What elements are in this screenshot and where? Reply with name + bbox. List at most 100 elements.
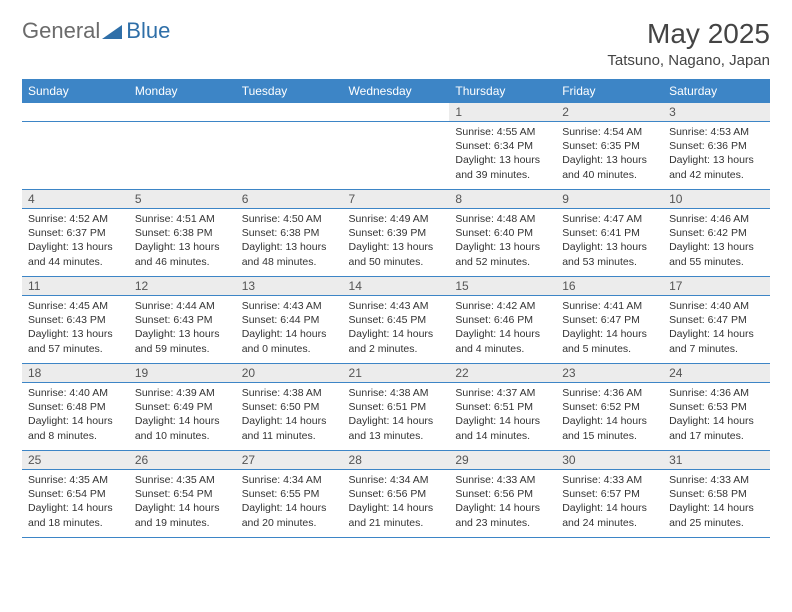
sunrise-text: Sunrise: 4:50 AM	[242, 212, 337, 226]
sunset-text: Sunset: 6:47 PM	[562, 313, 657, 327]
day-number-cell: 22	[449, 364, 556, 383]
day-number-cell: 20	[236, 364, 343, 383]
day-content: Sunrise: 4:49 AMSunset: 6:39 PMDaylight:…	[343, 209, 450, 273]
daylight-text: Daylight: 13 hours and 48 minutes.	[242, 240, 337, 268]
sunset-text: Sunset: 6:45 PM	[349, 313, 444, 327]
day-number	[22, 103, 129, 121]
weekday-header: Tuesday	[236, 79, 343, 103]
day-number: 21	[343, 364, 450, 382]
day-number: 2	[556, 103, 663, 121]
logo-text-2: Blue	[126, 18, 170, 44]
sunset-text: Sunset: 6:56 PM	[349, 487, 444, 501]
daylight-text: Daylight: 14 hours and 21 minutes.	[349, 501, 444, 529]
logo-triangle-icon	[102, 23, 124, 41]
day-cell: Sunrise: 4:38 AMSunset: 6:50 PMDaylight:…	[236, 383, 343, 451]
weekday-header: Monday	[129, 79, 236, 103]
weekday-header: Thursday	[449, 79, 556, 103]
sunrise-text: Sunrise: 4:47 AM	[562, 212, 657, 226]
sunrise-text: Sunrise: 4:35 AM	[135, 473, 230, 487]
day-cell: Sunrise: 4:47 AMSunset: 6:41 PMDaylight:…	[556, 209, 663, 277]
daylight-text: Daylight: 13 hours and 39 minutes.	[455, 153, 550, 181]
day-number-cell: 26	[129, 451, 236, 470]
daylight-text: Daylight: 13 hours and 53 minutes.	[562, 240, 657, 268]
daylight-text: Daylight: 14 hours and 17 minutes.	[669, 414, 764, 442]
sunrise-text: Sunrise: 4:34 AM	[242, 473, 337, 487]
day-content: Sunrise: 4:44 AMSunset: 6:43 PMDaylight:…	[129, 296, 236, 360]
day-number-cell: 18	[22, 364, 129, 383]
day-number-cell: 8	[449, 190, 556, 209]
weekday-header: Sunday	[22, 79, 129, 103]
day-content: Sunrise: 4:47 AMSunset: 6:41 PMDaylight:…	[556, 209, 663, 273]
day-number-row: 45678910	[22, 190, 770, 209]
day-number-cell: 27	[236, 451, 343, 470]
sunset-text: Sunset: 6:54 PM	[135, 487, 230, 501]
sunrise-text: Sunrise: 4:49 AM	[349, 212, 444, 226]
day-cell: Sunrise: 4:49 AMSunset: 6:39 PMDaylight:…	[343, 209, 450, 277]
daylight-text: Daylight: 13 hours and 50 minutes.	[349, 240, 444, 268]
day-number: 13	[236, 277, 343, 295]
sunrise-text: Sunrise: 4:43 AM	[242, 299, 337, 313]
day-number-cell	[22, 103, 129, 122]
day-number-cell: 11	[22, 277, 129, 296]
day-cell: Sunrise: 4:55 AMSunset: 6:34 PMDaylight:…	[449, 122, 556, 190]
day-content: Sunrise: 4:46 AMSunset: 6:42 PMDaylight:…	[663, 209, 770, 273]
day-number: 26	[129, 451, 236, 469]
day-content: Sunrise: 4:43 AMSunset: 6:44 PMDaylight:…	[236, 296, 343, 360]
day-number-row: 18192021222324	[22, 364, 770, 383]
daylight-text: Daylight: 13 hours and 59 minutes.	[135, 327, 230, 355]
sunset-text: Sunset: 6:34 PM	[455, 139, 550, 153]
daylight-text: Daylight: 13 hours and 40 minutes.	[562, 153, 657, 181]
sunrise-text: Sunrise: 4:42 AM	[455, 299, 550, 313]
daylight-text: Daylight: 14 hours and 4 minutes.	[455, 327, 550, 355]
day-number-cell: 31	[663, 451, 770, 470]
day-number-row: 123	[22, 103, 770, 122]
sunset-text: Sunset: 6:39 PM	[349, 226, 444, 240]
day-cell: Sunrise: 4:36 AMSunset: 6:52 PMDaylight:…	[556, 383, 663, 451]
sunrise-text: Sunrise: 4:38 AM	[349, 386, 444, 400]
sunset-text: Sunset: 6:55 PM	[242, 487, 337, 501]
day-cell: Sunrise: 4:45 AMSunset: 6:43 PMDaylight:…	[22, 296, 129, 364]
day-content: Sunrise: 4:37 AMSunset: 6:51 PMDaylight:…	[449, 383, 556, 447]
day-number	[129, 103, 236, 121]
day-number: 18	[22, 364, 129, 382]
day-cell	[22, 122, 129, 190]
day-cell: Sunrise: 4:41 AMSunset: 6:47 PMDaylight:…	[556, 296, 663, 364]
logo: General Blue	[22, 18, 170, 44]
sunrise-text: Sunrise: 4:51 AM	[135, 212, 230, 226]
day-content: Sunrise: 4:34 AMSunset: 6:56 PMDaylight:…	[343, 470, 450, 534]
daylight-text: Daylight: 13 hours and 57 minutes.	[28, 327, 123, 355]
day-number: 15	[449, 277, 556, 295]
day-content: Sunrise: 4:38 AMSunset: 6:50 PMDaylight:…	[236, 383, 343, 447]
sunrise-text: Sunrise: 4:48 AM	[455, 212, 550, 226]
day-number-cell: 17	[663, 277, 770, 296]
day-number: 8	[449, 190, 556, 208]
day-number: 29	[449, 451, 556, 469]
sunset-text: Sunset: 6:50 PM	[242, 400, 337, 414]
sunset-text: Sunset: 6:47 PM	[669, 313, 764, 327]
day-number: 19	[129, 364, 236, 382]
day-number: 24	[663, 364, 770, 382]
day-cell	[236, 122, 343, 190]
day-cell: Sunrise: 4:33 AMSunset: 6:56 PMDaylight:…	[449, 470, 556, 538]
daylight-text: Daylight: 13 hours and 46 minutes.	[135, 240, 230, 268]
day-content: Sunrise: 4:34 AMSunset: 6:55 PMDaylight:…	[236, 470, 343, 534]
sunset-text: Sunset: 6:54 PM	[28, 487, 123, 501]
day-number-cell: 10	[663, 190, 770, 209]
day-content-row: Sunrise: 4:45 AMSunset: 6:43 PMDaylight:…	[22, 296, 770, 364]
day-cell: Sunrise: 4:35 AMSunset: 6:54 PMDaylight:…	[129, 470, 236, 538]
day-number: 28	[343, 451, 450, 469]
weekday-header-row: SundayMondayTuesdayWednesdayThursdayFrid…	[22, 79, 770, 103]
day-cell: Sunrise: 4:40 AMSunset: 6:47 PMDaylight:…	[663, 296, 770, 364]
sunset-text: Sunset: 6:56 PM	[455, 487, 550, 501]
day-number-cell: 23	[556, 364, 663, 383]
day-number-cell: 2	[556, 103, 663, 122]
day-number: 5	[129, 190, 236, 208]
day-content: Sunrise: 4:43 AMSunset: 6:45 PMDaylight:…	[343, 296, 450, 360]
day-cell: Sunrise: 4:48 AMSunset: 6:40 PMDaylight:…	[449, 209, 556, 277]
day-number-cell: 19	[129, 364, 236, 383]
day-number: 10	[663, 190, 770, 208]
day-number-row: 11121314151617	[22, 277, 770, 296]
day-content-row: Sunrise: 4:35 AMSunset: 6:54 PMDaylight:…	[22, 470, 770, 538]
day-number: 31	[663, 451, 770, 469]
daylight-text: Daylight: 14 hours and 20 minutes.	[242, 501, 337, 529]
